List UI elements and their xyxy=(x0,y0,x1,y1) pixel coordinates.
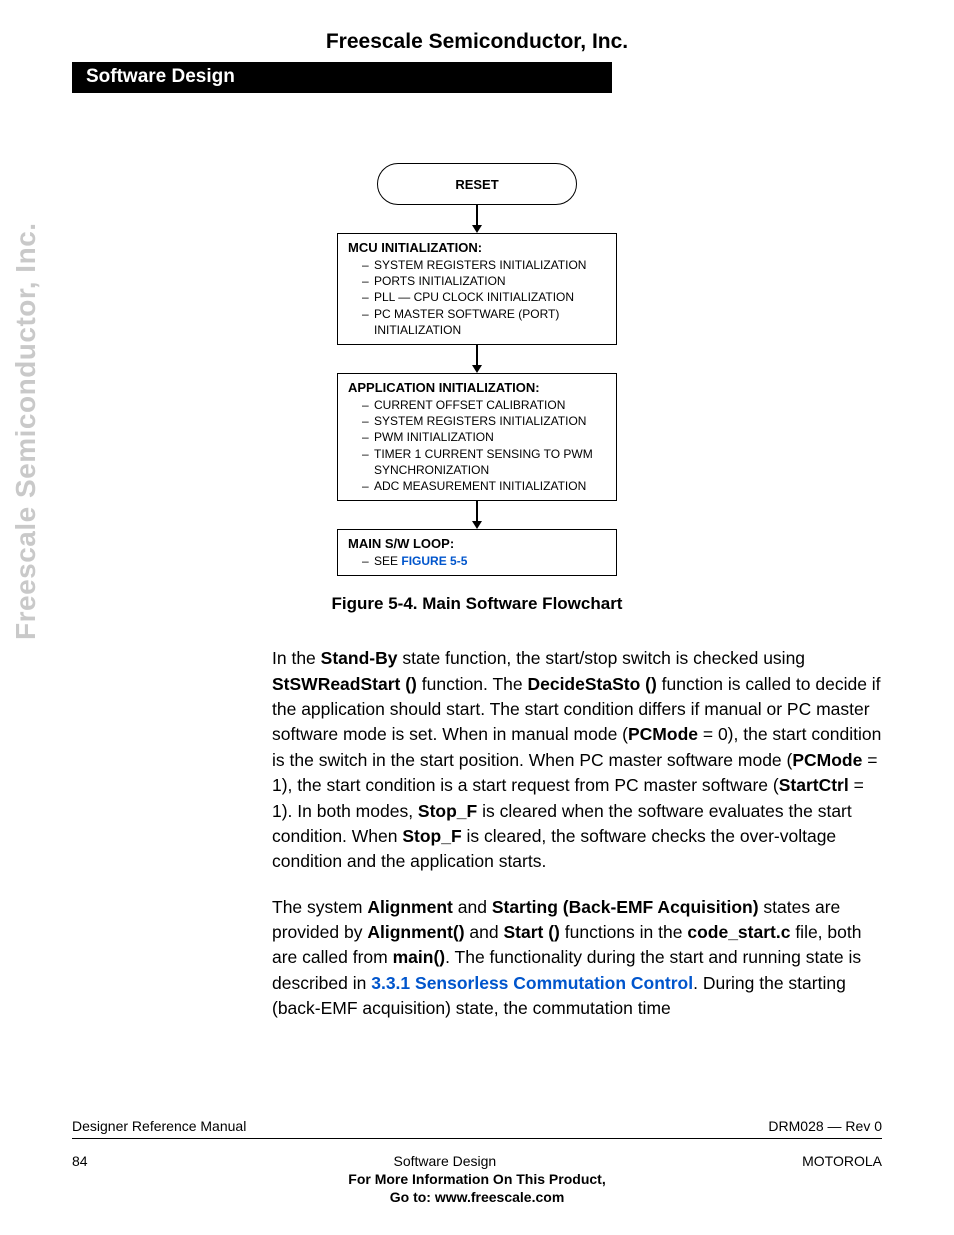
vertical-watermark: Freescale Semiconductor, Inc. xyxy=(10,222,42,640)
company-header: Freescale Semiconductor, Inc. xyxy=(72,30,882,54)
flowchart: RESET MCU INITIALIZATION: SYSTEM REGISTE… xyxy=(327,163,627,576)
footer-promo: For More Information On This Product, xyxy=(72,1171,882,1187)
text: functions in the xyxy=(560,922,687,942)
flowchart-app-box: APPLICATION INITIALIZATION: CURRENT OFFS… xyxy=(337,373,617,501)
bold: Alignment xyxy=(367,897,453,917)
paragraph: In the Stand-By state function, the star… xyxy=(272,646,882,874)
paragraph: The system Alignment and Starting (Back-… xyxy=(272,895,882,1022)
footer-brand: MOTOROLA xyxy=(802,1153,882,1169)
list-item: CURRENT OFFSET CALIBRATION xyxy=(362,397,606,413)
box-title: APPLICATION INITIALIZATION: xyxy=(348,380,606,395)
bold: Stop_F xyxy=(418,801,477,821)
text: The system xyxy=(272,897,367,917)
bold: StartCtrl xyxy=(779,775,849,795)
list-item: PC MASTER SOFTWARE (PORT) INITIALIZATION xyxy=(362,306,606,338)
box-title: MAIN S/W LOOP: xyxy=(348,536,606,551)
footer-center: Software Design xyxy=(88,1153,803,1169)
flowchart-reset-node: RESET xyxy=(377,163,577,205)
page-number: 84 xyxy=(72,1153,88,1169)
page-footer: Designer Reference Manual DRM028 — Rev 0… xyxy=(72,1118,882,1205)
bold: Stand-By xyxy=(321,648,398,668)
section-link[interactable]: 3.3.1 Sensorless Commutation Control xyxy=(371,973,693,993)
text: function. The xyxy=(417,674,528,694)
text: and xyxy=(465,922,504,942)
footer-left: Designer Reference Manual xyxy=(72,1118,246,1134)
text: In the xyxy=(272,648,321,668)
bold: main() xyxy=(393,947,446,967)
text: and xyxy=(453,897,492,917)
list-item: SYSTEM REGISTERS INITIALIZATION xyxy=(362,413,606,429)
list-item: SYSTEM REGISTERS INITIALIZATION xyxy=(362,257,606,273)
body-text: In the Stand-By state function, the star… xyxy=(72,646,882,1021)
text: state function, the start/stop switch is… xyxy=(397,648,805,668)
footer-row: Designer Reference Manual DRM028 — Rev 0 xyxy=(72,1118,882,1139)
bold: DecideStaSto () xyxy=(527,674,656,694)
bold: Stop_F xyxy=(402,826,461,846)
box-list: SYSTEM REGISTERS INITIALIZATION PORTS IN… xyxy=(348,257,606,338)
box-list: SEE FIGURE 5-5 xyxy=(348,553,606,569)
bold: PCMode xyxy=(792,750,862,770)
flowchart-mcu-box: MCU INITIALIZATION: SYSTEM REGISTERS INI… xyxy=(337,233,617,345)
bold: PCMode xyxy=(628,724,698,744)
bold: Start () xyxy=(504,922,560,942)
bold: Starting (Back-EMF Acquisition) xyxy=(492,897,759,917)
footer-url: Go to: www.freescale.com xyxy=(72,1189,882,1205)
bold: code_start.c xyxy=(687,922,790,942)
bold: Alignment() xyxy=(367,922,464,942)
list-item: SEE FIGURE 5-5 xyxy=(362,553,606,569)
figure-caption: Figure 5-4. Main Software Flowchart xyxy=(72,594,882,614)
list-item: PLL — CPU CLOCK INITIALIZATION xyxy=(362,289,606,305)
list-item: PWM INITIALIZATION xyxy=(362,429,606,445)
footer-right: DRM028 — Rev 0 xyxy=(768,1118,882,1134)
flowchart-loop-box: MAIN S/W LOOP: SEE FIGURE 5-5 xyxy=(337,529,617,576)
list-item: TIMER 1 CURRENT SENSING TO PWM SYNCHRONI… xyxy=(362,446,606,478)
box-list: CURRENT OFFSET CALIBRATION SYSTEM REGIST… xyxy=(348,397,606,494)
list-item: PORTS INITIALIZATION xyxy=(362,273,606,289)
figure-link[interactable]: FIGURE 5-5 xyxy=(401,554,467,568)
bold: StSWReadStart () xyxy=(272,674,417,694)
list-item: ADC MEASUREMENT INITIALIZATION xyxy=(362,478,606,494)
section-title-bar: Software Design xyxy=(72,62,612,93)
box-title: MCU INITIALIZATION: xyxy=(348,240,606,255)
footer-row: 84 Software Design MOTOROLA xyxy=(72,1153,882,1169)
see-text: SEE xyxy=(374,554,401,568)
